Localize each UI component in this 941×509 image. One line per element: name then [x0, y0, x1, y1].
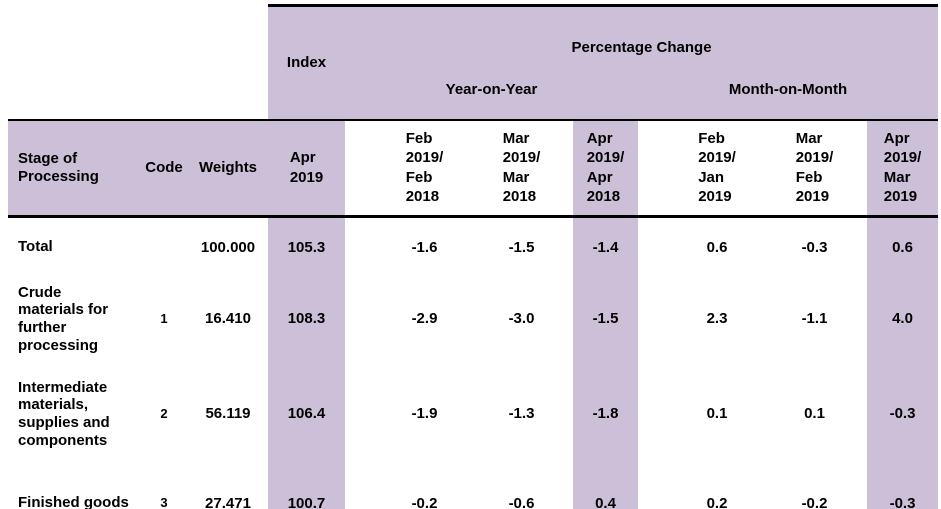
- cell-yoy-0: -1.6: [411, 238, 438, 256]
- cell-mom-1: -1.1: [801, 310, 828, 328]
- table-row: Finished goods 3 27.471 100.7 -0.2 -0.6 …: [8, 466, 939, 509]
- cell-code: 2: [160, 405, 168, 421]
- table-row: Intermediate materials, supplies and com…: [8, 361, 939, 467]
- cell-stage: Crude materials for further processing: [18, 283, 109, 354]
- cell-mom-1: 0.1: [804, 405, 825, 423]
- col-header-mom-apr: Apr 2019/ Mar 2019: [867, 119, 939, 218]
- index-group-header: Index: [268, 4, 345, 121]
- cell-code: [140, 217, 188, 277]
- percentage-change-group: Percentage Change Year-on-Year Month-on-…: [345, 4, 939, 121]
- cell-stage: Total: [18, 238, 53, 256]
- col-header-yoy-apr: Apr 2019/ Apr 2018: [573, 119, 638, 218]
- cell-yoy-2: -1.8: [573, 361, 638, 467]
- cell-index: 106.4: [268, 361, 345, 467]
- col-header-yoy-feb: Feb 2019/ Feb 2018: [345, 119, 470, 218]
- cell-mom-2: -0.3: [867, 466, 939, 509]
- month-on-month-header: Month-on-Month: [728, 80, 848, 98]
- cell-yoy-2: 0.4: [573, 466, 638, 509]
- cell-stage: Intermediate materials, supplies and com…: [18, 378, 110, 449]
- cell-weights: 27.471: [188, 466, 268, 509]
- cell-stage: Finished goods: [8, 466, 140, 509]
- cell-index: 100.7: [268, 466, 345, 509]
- cell-yoy-2: -1.5: [573, 276, 638, 362]
- cell-mom-0: 2.3: [706, 310, 728, 328]
- cell-yoy-0: -2.9: [411, 310, 438, 328]
- table-row: Index Percentage Change Year-on-Year Mon…: [8, 4, 939, 121]
- cell-yoy-1: -3.0: [508, 310, 535, 328]
- cell-yoy-0: -1.9: [411, 405, 438, 423]
- cell-mom-1: -0.2: [762, 466, 867, 509]
- percentage-change-header: Percentage Change: [571, 38, 712, 56]
- cell-yoy-2: -1.4: [573, 216, 638, 277]
- cell-mom-2: -0.3: [867, 361, 939, 467]
- cell-yoy-1: -1.5: [508, 238, 535, 256]
- empty-corner: [8, 5, 268, 121]
- year-on-year-header: Year-on-Year: [445, 80, 538, 98]
- cell-code: 1: [160, 310, 168, 326]
- cell-yoy-1: -1.3: [508, 405, 535, 423]
- cell-mom-2: 0.6: [867, 216, 939, 277]
- cell-weights: 100.000: [200, 238, 256, 256]
- cell-mom-0: 0.1: [706, 405, 728, 423]
- col-header-mom-feb: Feb 2019/ Jan 2019: [638, 119, 762, 218]
- cell-mom-2: 4.0: [867, 276, 939, 362]
- table-row: Crude materials for further processing 1…: [8, 276, 939, 362]
- cell-code: 3: [140, 466, 188, 509]
- cell-index: 108.3: [268, 276, 345, 362]
- cell-yoy-0: -0.2: [345, 466, 470, 509]
- cell-yoy-1: -0.6: [470, 466, 573, 509]
- cell-weights: 56.119: [205, 405, 251, 423]
- stage-of-processing-table: Index Percentage Change Year-on-Year Mon…: [8, 4, 939, 509]
- col-header-code: Code: [140, 119, 188, 218]
- col-header-stage: Stage of Processing: [8, 119, 140, 218]
- col-header-index-period: Apr 2019: [268, 119, 345, 218]
- col-header-mom-mar: Mar 2019/ Feb 2019: [762, 119, 867, 218]
- cell-weights: 16.410: [205, 310, 251, 328]
- cell-mom-1: -0.3: [801, 238, 828, 256]
- cell-mom-0: 0.6: [706, 238, 728, 256]
- table-row: Total 100.000 105.3 -1.6 -1.5 -1.4 0.6 -…: [8, 216, 939, 277]
- col-header-yoy-mar: Mar 2019/ Mar 2018: [470, 119, 573, 218]
- cell-index: 105.3: [268, 216, 345, 277]
- cell-mom-0: 0.2: [638, 466, 762, 509]
- table-row: Stage of Processing Code Weights Apr 201…: [8, 119, 939, 218]
- col-header-weights: Weights: [188, 119, 268, 218]
